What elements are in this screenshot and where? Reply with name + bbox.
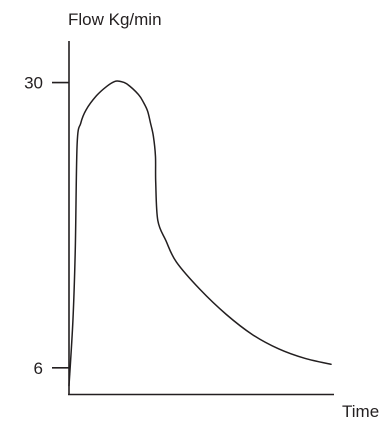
y-tick-label-30: 30: [24, 74, 43, 93]
x-axis-label: Time: [342, 402, 379, 421]
y-tick-label-6: 6: [34, 359, 43, 378]
y-axis-label: Flow Kg/min: [68, 10, 162, 29]
flow-curve-line: [68, 80, 332, 387]
y-tick-group: 30 6: [24, 74, 69, 378]
